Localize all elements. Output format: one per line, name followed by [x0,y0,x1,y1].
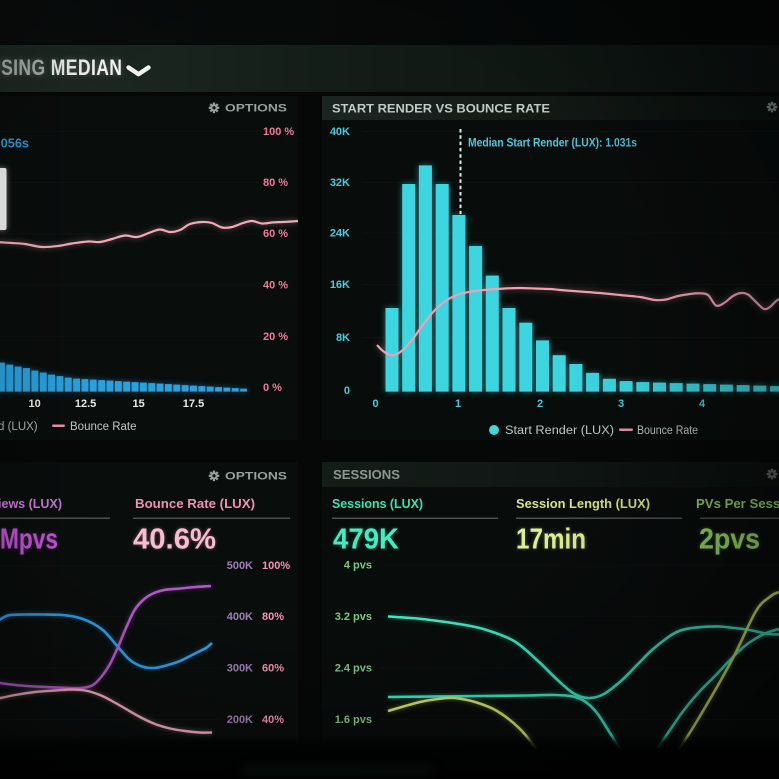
svg-text:17.5: 17.5 [183,398,204,410]
svg-text:OPTIONS: OPTIONS [225,471,287,483]
svg-text:10: 10 [28,398,40,410]
svg-text:OPTIONS: OPTIONS [225,103,287,115]
svg-text:Start Render (LUX): Start Render (LUX) [505,425,614,437]
svg-text:START RENDER VS BOUNCE RATE: START RENDER VS BOUNCE RATE [332,102,550,116]
svg-text:2.056s: 2.056s [0,137,29,151]
svg-text:80%: 80% [262,611,284,623]
svg-text:SESSIONS: SESSIONS [333,468,400,482]
svg-text:12.5: 12.5 [75,398,96,410]
svg-text:1.6 pvs: 1.6 pvs [335,714,372,726]
svg-text:60%: 60% [262,663,284,675]
svg-text:PVs Per Session: PVs Per Session [696,497,779,511]
svg-text:8K: 8K [336,332,350,344]
svg-text:400K: 400K [227,611,253,623]
svg-text:300K: 300K [227,663,253,675]
svg-text:40 %: 40 % [263,280,288,292]
svg-text:100%: 100% [262,560,290,572]
svg-text:Bounce Rate: Bounce Rate [70,421,137,433]
svg-text:1: 1 [455,398,461,410]
svg-text:0 %: 0 % [263,382,282,394]
svg-text:200K: 200K [227,714,253,726]
svg-text:60 %: 60 % [263,228,288,240]
svg-text:40K: 40K [330,126,350,138]
svg-text:4 pvs: 4 pvs [344,560,372,572]
svg-text:40%: 40% [262,714,284,726]
svg-text:24K: 24K [330,228,350,240]
svg-text:3: 3 [618,398,624,410]
svg-text:Bounce Rate (LUX): Bounce Rate (LUX) [135,497,255,511]
svg-text:Session Length (LUX): Session Length (LUX) [516,497,650,511]
svg-text:iews (LUX): iews (LUX) [0,497,62,511]
svg-text:4: 4 [699,398,706,410]
svg-text:Sessions (LUX): Sessions (LUX) [332,497,423,511]
svg-text:500K: 500K [227,560,253,572]
svg-text:Bounce Rate: Bounce Rate [637,425,698,437]
svg-text:d (LUX): d (LUX) [0,421,38,433]
svg-text:80 %: 80 % [263,177,288,189]
svg-text:15: 15 [132,398,144,410]
svg-text:2: 2 [537,398,543,410]
svg-text:32K: 32K [330,177,350,189]
svg-text:3.2 pvs: 3.2 pvs [335,611,372,623]
svg-text:20 %: 20 % [263,331,288,343]
svg-text:2.4 pvs: 2.4 pvs [335,663,372,675]
svg-text:0: 0 [344,385,350,397]
svg-text:16K: 16K [330,279,350,291]
svg-text:100 %: 100 % [263,126,294,138]
svg-text:0: 0 [372,398,378,410]
svg-text:Median Start Render (LUX): 1.0: Median Start Render (LUX): 1.031s [468,138,637,150]
